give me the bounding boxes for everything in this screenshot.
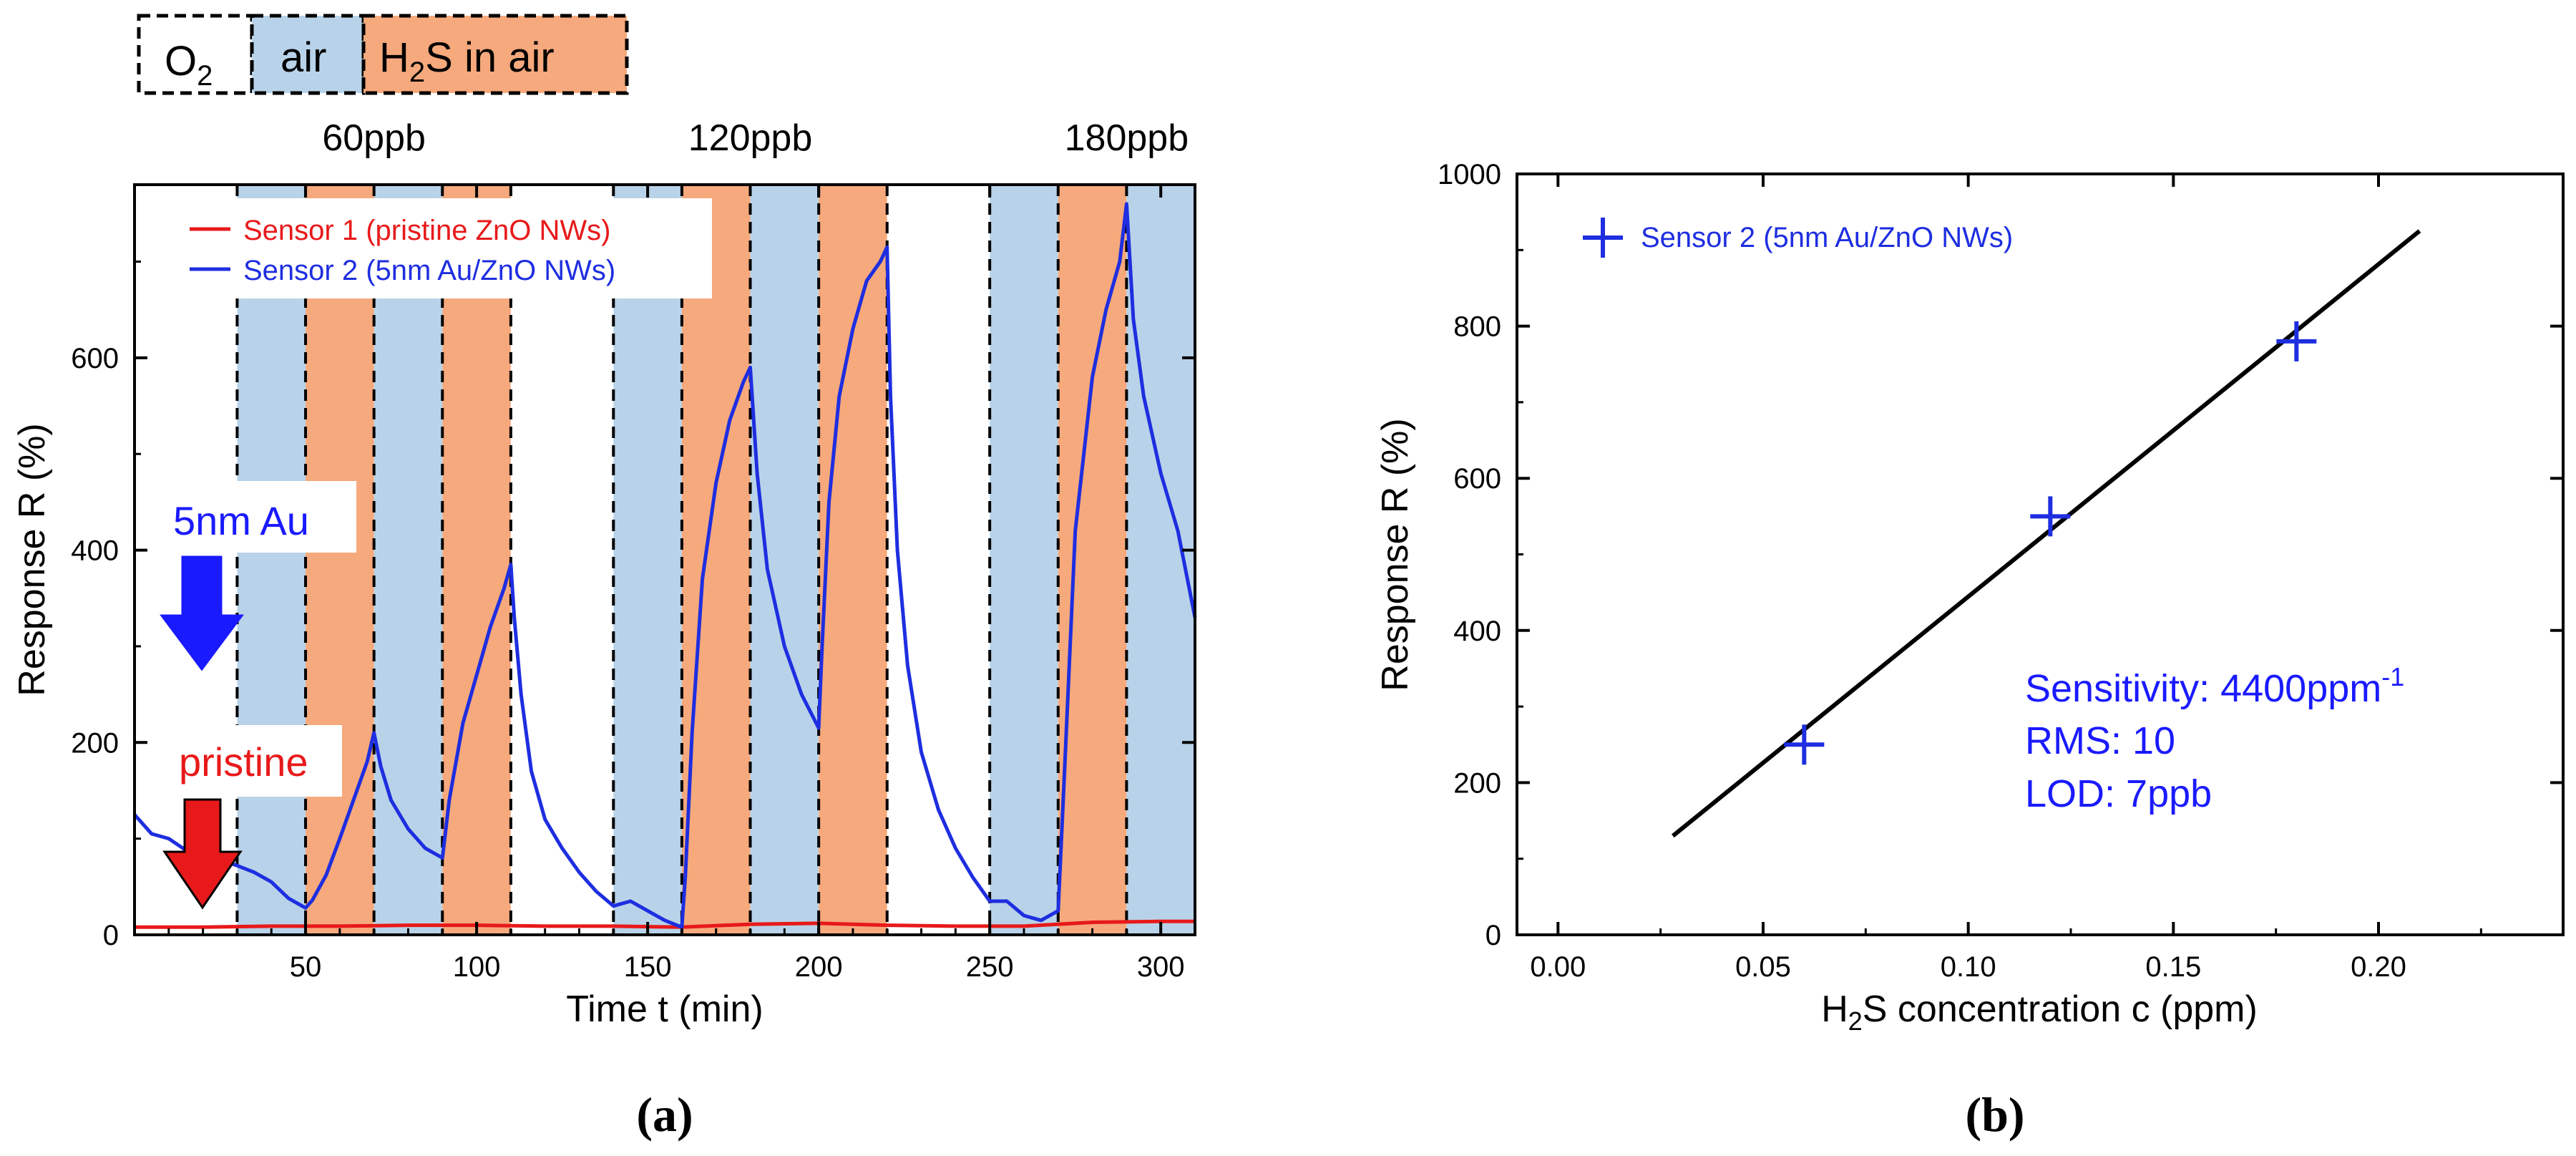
a-band-o2-4 xyxy=(510,185,614,935)
b-plot-frame xyxy=(1516,173,2565,936)
a-concentration-labels: 60ppb 120ppb 180ppb xyxy=(322,117,1189,159)
panel-b: 0.00 0.05 0.10 0.15 0.20 0 200 400 600 800 1000 Se… xyxy=(1375,159,2565,1142)
a-concentration-label-0: 60ppb xyxy=(322,117,426,159)
a-ytick-label-0: 0 xyxy=(103,920,119,951)
b-ytick-label-5: 1000 xyxy=(1438,159,1501,190)
a-concentration-label-2: 180ppb xyxy=(1065,117,1189,159)
b-ytick-label-1: 200 xyxy=(1453,767,1501,799)
a-legend-text-sensor1: Sensor 1 (pristine ZnO NWs) xyxy=(243,215,610,246)
a-band-h2s-11 xyxy=(1058,185,1127,935)
b-ytick-label-0: 0 xyxy=(1485,920,1501,951)
a-series-line-2 xyxy=(133,202,1197,929)
a-arrow-pristine xyxy=(162,798,243,910)
a-concentration-label-1: 120ppb xyxy=(688,117,813,159)
a-dashed-lines xyxy=(235,185,1128,935)
a-axis-ticks: 50 100 150 200 250 300 0 200 400 600 xyxy=(71,185,1195,983)
a-ylabel: Response R (%) xyxy=(11,423,53,696)
b-ytick-label-3: 600 xyxy=(1453,463,1501,495)
a-band-air-7 xyxy=(750,185,819,935)
a-xlabel: Time t (min) xyxy=(566,989,763,1030)
a-xtick-label-0: 50 xyxy=(290,951,322,983)
a-band-air-2 xyxy=(374,185,443,935)
a-annotation-au: 5nm Au xyxy=(173,498,309,543)
a-annotation-au-bg xyxy=(163,481,356,553)
legend-label-h2s: H2S in air xyxy=(379,34,555,88)
b-stat-rms: RMS: 10 xyxy=(2025,719,2175,762)
b-data-point-2 xyxy=(2276,321,2317,361)
b-ytick-label-2: 400 xyxy=(1453,616,1501,647)
a-band-h2s-3 xyxy=(442,185,511,935)
a-annotation-pristine: pristine xyxy=(179,739,308,785)
a-annotation-pristine-bg xyxy=(163,725,342,797)
legend-label-o2: O2 xyxy=(165,38,213,92)
a-band-air-10 xyxy=(990,185,1058,935)
b-legend-marker xyxy=(1583,218,1623,258)
a-band-h2s-1 xyxy=(306,185,374,935)
legend-box-h2s xyxy=(361,14,629,95)
a-ytick-label-3: 600 xyxy=(71,343,119,374)
a-xtick-label-1: 100 xyxy=(453,951,501,983)
a-band-o2-9 xyxy=(887,185,990,935)
b-data-points xyxy=(1784,321,2317,765)
b-xtick-label-2: 0.10 xyxy=(1941,951,1996,983)
a-ytick-label-1: 200 xyxy=(71,727,119,759)
a-plot-frame xyxy=(133,183,1196,936)
legend-box-o2 xyxy=(137,14,254,95)
b-stat-sensitivity: Sensitivity: 4400ppm-1 xyxy=(2025,662,2404,710)
b-data-point-1 xyxy=(2030,496,2071,537)
b-axis-ticks: 0.00 0.05 0.10 0.15 0.20 0 200 400 600 800 1000 xyxy=(1438,159,2563,983)
a-legend-text-sensor2: Sensor 2 (5nm Au/ZnO NWs) xyxy=(243,255,615,286)
b-ytick-label-4: 800 xyxy=(1453,311,1501,343)
b-data-point-0 xyxy=(1784,724,1825,765)
a-ytick-label-2: 400 xyxy=(71,535,119,567)
legend-box-air xyxy=(250,14,366,95)
a-xtick-label-5: 300 xyxy=(1137,951,1185,983)
a-arrow-au xyxy=(160,555,244,671)
a-band-air-5 xyxy=(613,185,682,935)
b-xlabel: H2S concentration c (ppm) xyxy=(1821,989,2258,1036)
b-ylabel: Response R (%) xyxy=(1375,418,1416,691)
a-xtick-label-3: 200 xyxy=(795,951,843,983)
b-xtick-label-4: 0.20 xyxy=(2351,951,2406,983)
gas-legend: O2 air H2S in air xyxy=(137,14,629,95)
a-xtick-label-2: 150 xyxy=(624,951,672,983)
b-stat-lod: LOD: 7ppb xyxy=(2025,772,2212,815)
panel-a: 50 100 150 200 250 300 0 200 400 600 60ppb 120ppb 1… xyxy=(11,117,1197,1142)
a-legend-bg xyxy=(147,198,712,298)
panel-label-a: (a) xyxy=(636,1087,693,1142)
panel-label-b: (b) xyxy=(1965,1087,2024,1142)
a-band-h2s-8 xyxy=(819,185,887,935)
legend-label-air: air xyxy=(280,34,326,81)
b-xtick-label-3: 0.15 xyxy=(2145,951,2201,983)
a-series xyxy=(133,202,1197,929)
b-legend-text: Sensor 2 (5nm Au/ZnO NWs) xyxy=(1641,222,2013,253)
a-xtick-label-4: 250 xyxy=(966,951,1014,983)
a-band-air-0 xyxy=(237,185,306,935)
b-xtick-label-0: 0.00 xyxy=(1530,951,1586,983)
a-band-h2s-6 xyxy=(681,185,751,935)
b-xtick-label-1: 0.05 xyxy=(1735,951,1791,983)
